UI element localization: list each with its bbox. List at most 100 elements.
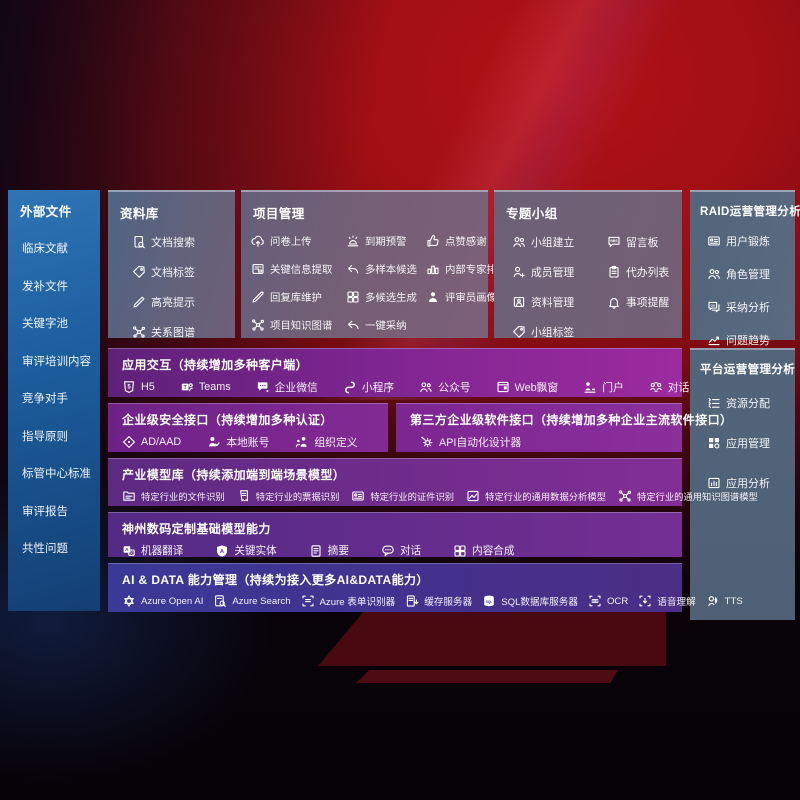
thumbs-up-feature: 点赞感谢 [426,233,496,248]
tag-feature: 小组标签 [512,324,607,340]
doc-extract-feature: 关键信息提取 [251,261,346,276]
feature-label: API自动化设计器 [439,437,522,449]
monitor-stand-base-shape [356,670,618,683]
feature-label: 缓存服务器 [424,597,473,608]
clipboard-icon [607,265,621,279]
nav-item: 共性问题 [22,540,100,556]
row-enterprise-security: 企业级安全接口（持续增加多种认证） AD/AAD 本地账号 组织定义 [108,403,388,452]
sql-db-icon: SQL [482,594,496,608]
knowledge-graph-feature: 项目知识图谱 [251,317,346,332]
cache-server-feature: 缓存服务器 [405,594,472,608]
compose-grid-feature: 内容合成 [453,543,515,558]
feature-label: H5 [141,381,155,393]
tts-icon [706,594,720,608]
id-card-feature: 特定行业的证件识别 [351,489,454,503]
nav-item: 指导原则 [22,428,100,444]
reply-arrow-icon [346,262,360,276]
feature-label: 特定行业的通用数据分析模型 [485,492,606,502]
feature-label: 用户锻炼 [726,236,770,248]
cloud-upload-icon [251,234,265,248]
speech-feature: 语音理解 [638,594,696,608]
app-grid-icon [707,436,721,450]
org-define-icon [295,435,309,449]
web-window-icon [496,380,510,394]
doc-extract-icon [251,262,265,276]
form-recognizer-feature: Azure 表单识别器 [301,594,395,608]
chat-qa-feature: QA 采纳分析 [707,299,795,315]
feature-label: TTS [724,595,743,607]
tag-feature: 文档标签 [132,264,235,280]
bell-icon [607,295,621,309]
panel-title: RAID运营管理分析 [700,206,800,218]
azure-search-icon [213,594,227,608]
aidata-list: Azure Open AI Azure Search Azure 表单识别器 缓存服务… [108,588,743,608]
image-chart-icon [466,489,480,503]
feature-label: 摘要 [327,545,349,557]
feature-label: 关键字池 [22,318,68,330]
row-title: 应用交互（持续增加多种客户端） [122,358,309,372]
feature-label: Azure Open AI [141,595,204,607]
feature-label: 文档标签 [151,267,195,279]
security-list: AD/AAD 本地账号 组织定义 [108,428,388,450]
alarm-icon [346,234,360,248]
pen-feature: 回复库维护 [251,289,346,304]
sql-db-feature: SQL SQL数据库服务器 [482,594,578,608]
speech-icon [638,594,652,608]
svg-text:BBS: BBS [610,239,618,243]
people-feature: 角色管理 [707,266,795,282]
ad-aad-feature: AD/AAD [122,435,181,449]
svg-text:T: T [183,385,187,391]
row-title: AI & DATA 能力管理（持续为接入更多AI&DATA能力） [122,573,429,587]
feature-label: Teams [198,381,231,393]
feature-label: 特定行业的通用知识图谱模型 [636,492,758,502]
feature-label: 对话 [399,545,422,557]
app-grid-feature: 应用管理 [707,435,795,451]
openai-feature: Azure Open AI [122,594,203,608]
nav-item: 审评培训内容 [22,353,100,369]
translate-feature: A 文机器翻译 [122,543,183,558]
api-gear-feature: API自动化设计器 [420,434,521,450]
summary-doc-feature: 摘要 [309,543,349,558]
group-grid: 小组建立 BBS 留言板 成员管理 代办列表 资料管理 事项提醒 小组标签 [494,222,682,340]
nav-item: 审评报告 [22,503,100,519]
panel-title: 资料库 [120,207,159,221]
feature-label: 到期预警 [365,237,407,248]
feature-label: 问题趋势 [726,335,770,347]
knowledge-graph-icon [251,318,265,332]
external-files-list: 临床文献 发补文件 关键字池 审评培训内容 竞争对手 指导原则 标管中心标准 审评报告 共性问题 [8,220,100,556]
compose-grid-icon [453,544,467,558]
svg-text:A: A [220,548,224,554]
alloc-list-feature: 资源分配 [707,395,795,411]
form-recognizer-icon [301,594,315,608]
person-icon [426,290,440,304]
teams-icon: T [180,380,194,394]
panel-external-files: 外部文件 临床文献 发补文件 关键字池 审评培训内容 竞争对手 指导原则 标管中心标准 审评报… [8,190,100,611]
feature-label: 内容合成 [472,545,515,557]
chat-bubble-feature: 对话 [381,543,421,558]
basemodels-list: A 文机器翻译 A 关键实体 摘要 对话 内容合成 [108,537,682,558]
summary-doc-icon [309,544,323,558]
tag-icon [132,265,146,279]
tag-icon [512,325,526,339]
app-chart-icon [707,476,721,490]
feature-label: 关系图谱 [151,327,195,339]
people-icon [707,267,721,281]
platform-list: 资源分配应用管理应用分析 [690,377,795,491]
official-account-feature: 公众号 [419,379,471,395]
dialog-icon [649,380,663,394]
relation-graph-icon [132,325,146,339]
local-account-feature: 本地账号 [207,434,269,450]
feature-label: 应用分析 [726,478,770,490]
row-thirdparty-software: 第三方企业级软件接口（持续增加多种企业主流软件接口） API自动化设计器 [396,403,732,452]
feature-label: 发补文件 [22,280,68,293]
official-account-icon [419,380,433,394]
doc-search-feature: 文档搜索 [132,234,235,250]
svg-text:5: 5 [127,385,131,391]
feature-label: 机器翻译 [141,545,184,557]
feature-label: 标管中心标准 [22,468,91,480]
interaction-list: 5 H5 T Teams 企业微信 小程序 公众号 Web飘窗 门户 对话 [108,373,689,395]
feature-label: 门户 [602,382,624,394]
reply-arrow-feature: 多样本候选 [346,261,426,276]
